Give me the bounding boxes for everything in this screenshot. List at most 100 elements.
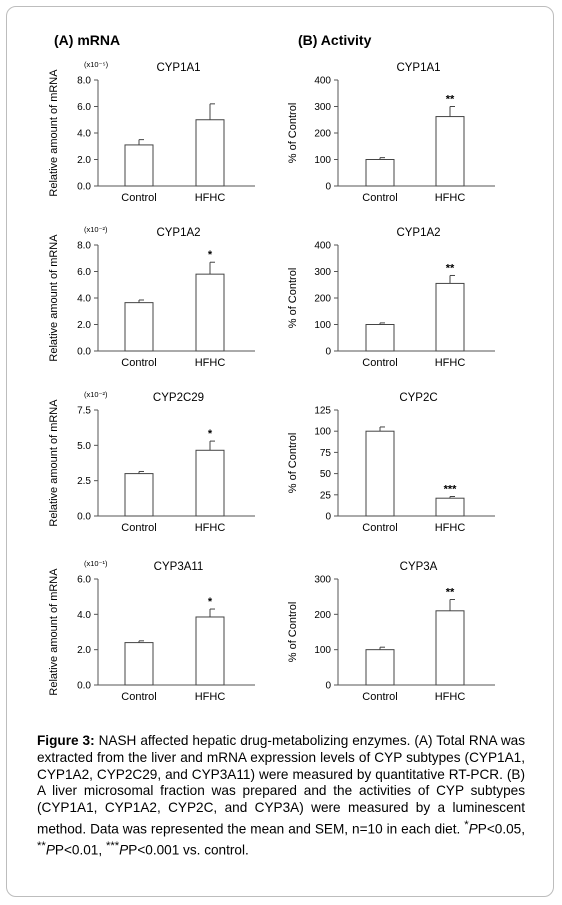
chart-a-cyp1a2-multiplier: (x10⁻²) [84, 225, 108, 234]
chart-b-cyp1a1-bar-hfhc [435, 116, 465, 187]
chart-a-cyp1a1-bar-hfhc [195, 119, 225, 187]
chart-a-cyp3a11-bar-control [124, 642, 154, 686]
chart-a-cyp2c29-significance: * [208, 428, 213, 440]
caption-sig1-text: P<0.05, [477, 821, 525, 837]
chart-b-cyp3a-ytick-label: 100 [314, 645, 331, 656]
chart-b-cyp2c-ytick-label: 75 [320, 448, 332, 459]
chart-b-cyp1a1-ytick-label: 200 [314, 129, 331, 140]
chart-a-cyp3a11-significance: * [208, 596, 213, 608]
chart-b-cyp1a2-ytick-label: 200 [314, 294, 331, 305]
chart-a-cyp3a11-title: CYP3A11 [154, 561, 204, 573]
chart-a-cyp1a2-ytick-label: 4.0 [77, 294, 91, 305]
chart-b-cyp2c-ytick-label: 50 [320, 469, 332, 480]
chart-a-cyp3a11-ytick-label: 2.0 [77, 645, 91, 656]
chart-b-cyp2c-ylabel: % of Control [287, 433, 299, 494]
chart-a-cyp1a1-category-label: HFHC [195, 192, 226, 204]
caption-label: Figure 3: [37, 733, 95, 748]
chart-a-cyp3a11-bar-hfhc [195, 616, 225, 686]
chart-a-cyp2c29-title: CYP2C29 [153, 392, 204, 404]
chart-a-cyp3a11-multiplier: (x10⁻¹) [84, 559, 108, 568]
chart-a-cyp1a2-category-label: HFHC [195, 357, 226, 369]
chart-a-cyp2c29-bar-control [124, 473, 154, 517]
chart-a-cyp2c29-category-label: HFHC [195, 522, 226, 534]
chart-a-cyp2c29-ytick-label: 7.5 [77, 406, 91, 417]
caption-text: NASH affected hepatic drug-metabolizing … [37, 733, 526, 837]
chart-a-cyp1a1-ytick-label: 8.0 [77, 76, 91, 87]
chart-b-cyp2c-ytick-label: 125 [314, 406, 331, 417]
chart-b-cyp1a2-bar-control [365, 324, 395, 352]
chart-b-cyp3a-category-label: Control [362, 691, 397, 703]
chart-a-cyp1a2-significance: * [208, 249, 213, 261]
chart-b-cyp1a2-ylabel: % of Control [287, 268, 299, 329]
chart-panels: CYP1A1 (x10⁻⁵) 0.0 2.0 4.0 6.0 8.0 Relative amo… [48, 60, 495, 703]
chart-b-cyp1a1-bar-control [365, 159, 395, 187]
chart-b-cyp1a1-ylabel: % of Control [287, 103, 299, 164]
chart-b-cyp1a2-category-label: HFHC [435, 357, 466, 369]
chart-a-cyp1a1-category-label: Control [121, 192, 156, 204]
chart-b-cyp3a-ytick-label: 300 [314, 575, 331, 586]
chart-b-cyp2c-ytick-label: 100 [314, 427, 331, 438]
chart-a-cyp1a1-multiplier: (x10⁻⁵) [84, 60, 109, 69]
chart-a-cyp2c29-ytick-label: 0.0 [77, 512, 91, 523]
chart-a-cyp2c29-category-label: Control [121, 522, 156, 534]
chart-b-cyp1a1-category-label: Control [362, 192, 397, 204]
chart-b-cyp1a2-ytick-label: 400 [314, 241, 331, 252]
chart-b-cyp2c-title: CYP2C [399, 392, 437, 404]
chart-b-cyp2c-category-label: HFHC [435, 522, 466, 534]
caption-sig3-mark: *** [105, 840, 120, 853]
chart-a-cyp1a2-ylabel: Relative amount of mRNA [48, 234, 60, 362]
chart-b-cyp1a2-category-label: Control [362, 357, 397, 369]
caption-sig2-p: P [45, 842, 55, 858]
chart-b-cyp2c-bar-hfhc [435, 497, 465, 517]
chart-b-cyp3a-bar-control [365, 649, 395, 686]
chart-b-cyp1a1-ytick-label: 300 [314, 102, 331, 113]
chart-b-cyp1a1-category-label: HFHC [435, 192, 466, 204]
panel-a-heading: (A) mRNA [54, 32, 121, 48]
chart-a-cyp1a1-ytick-label: 6.0 [77, 102, 91, 113]
caption-sig2-mark: ** [37, 840, 46, 853]
chart-a-cyp3a11-ytick-label: 4.0 [77, 610, 91, 621]
chart-b-cyp1a1-significance: ** [446, 94, 455, 106]
panel-b-heading: (B) Activity [298, 32, 372, 48]
chart-a-cyp1a2-ytick-label: 6.0 [77, 267, 91, 278]
chart-b-cyp1a2-bar-hfhc [435, 282, 465, 352]
chart-a-cyp1a1-ytick-label: 4.0 [77, 129, 91, 140]
chart-b-cyp1a1-ytick-label: 0 [325, 182, 331, 193]
chart-a-cyp2c29-ytick-label: 2.5 [77, 476, 91, 487]
chart-a-cyp3a11-category-label: HFHC [195, 691, 226, 703]
caption-sig3-text: P<0.001 vs. control. [128, 842, 249, 858]
chart-a-cyp2c29-ylabel: Relative amount of mRNA [48, 399, 60, 527]
chart-a-cyp1a2-ytick-label: 0.0 [77, 347, 91, 358]
chart-b-cyp1a2-significance: ** [446, 262, 455, 274]
chart-b-cyp2c-bar-control [365, 430, 395, 517]
chart-b-cyp1a1-ytick-label: 100 [314, 155, 331, 166]
chart-a-cyp1a1-ylabel: Relative amount of mRNA [48, 69, 60, 197]
chart-b-cyp2c-ytick-label: 0 [325, 512, 331, 523]
chart-a-cyp1a2-ytick-label: 8.0 [77, 241, 91, 252]
chart-b-cyp3a-title: CYP3A [400, 561, 438, 573]
chart-b-cyp2c-category-label: Control [362, 522, 397, 534]
chart-a-cyp3a11-category-label: Control [121, 691, 156, 703]
chart-a-cyp1a2-title: CYP1A2 [156, 227, 200, 239]
caption-sig2-text: P<0.01, [54, 842, 106, 858]
chart-b-cyp2c-ytick-label: 25 [320, 490, 332, 501]
chart-a-cyp2c29-bar-hfhc [195, 449, 225, 517]
chart-a-cyp1a1-ytick-label: 0.0 [77, 182, 91, 193]
chart-b-cyp1a1-title: CYP1A1 [396, 62, 440, 74]
figure-caption: Figure 3: NASH affected hepatic drug-met… [37, 733, 525, 860]
chart-a-cyp1a2-bar-control [124, 302, 154, 352]
chart-b-cyp3a-ylabel: % of Control [287, 602, 299, 663]
chart-a-cyp1a1-ytick-label: 2.0 [77, 155, 91, 166]
chart-b-cyp3a-ytick-label: 0 [325, 681, 331, 692]
chart-b-cyp3a-category-label: HFHC [435, 691, 466, 703]
chart-b-cyp1a2-title: CYP1A2 [396, 227, 440, 239]
figure-frame [6, 6, 554, 897]
chart-a-cyp1a1-bar-control [124, 144, 154, 187]
chart-b-cyp3a-ytick-label: 200 [314, 610, 331, 621]
chart-a-cyp3a11-ytick-label: 0.0 [77, 681, 91, 692]
chart-a-cyp3a11-ytick-label: 6.0 [77, 575, 91, 586]
chart-b-cyp3a-bar-hfhc [435, 610, 465, 686]
chart-b-cyp1a2-ytick-label: 300 [314, 267, 331, 278]
chart-a-cyp2c29-multiplier: (x10⁻²) [84, 390, 108, 399]
chart-a-cyp1a1-title: CYP1A1 [156, 62, 200, 74]
